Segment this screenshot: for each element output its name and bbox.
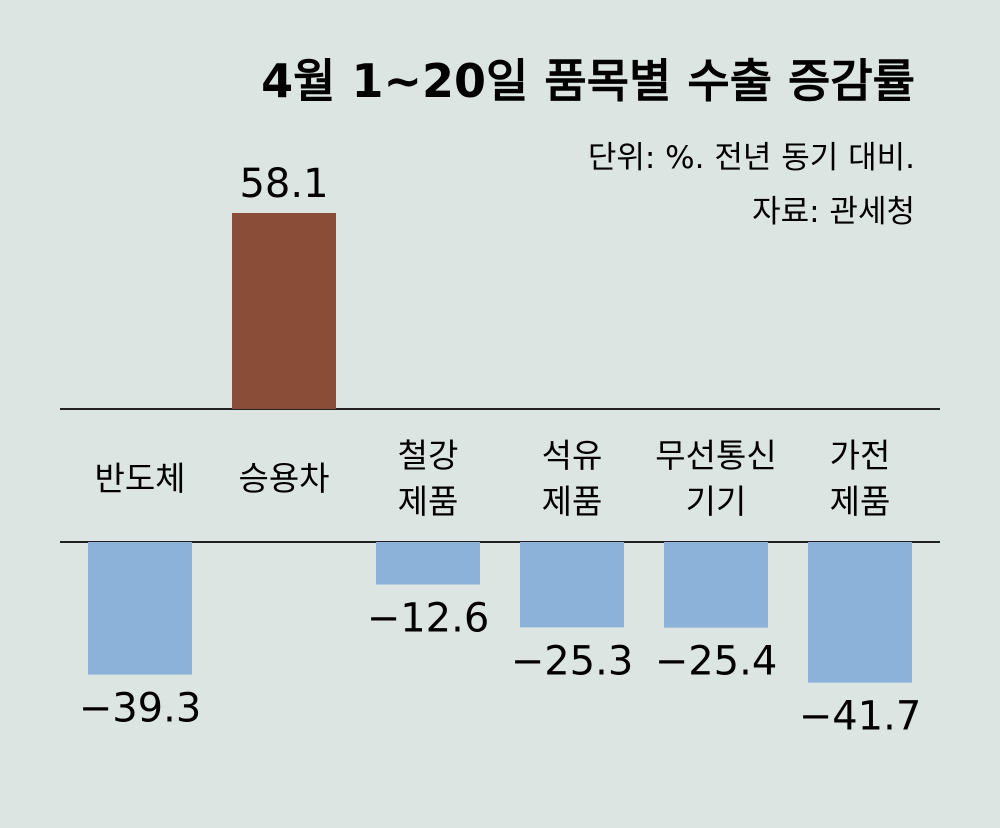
bar-2 bbox=[376, 542, 480, 585]
value-label-0: −39.3 bbox=[79, 686, 202, 732]
category-label-3-line-1: 제품 bbox=[542, 482, 603, 521]
bar-3 bbox=[520, 542, 624, 628]
bar-4 bbox=[664, 542, 768, 628]
category-label-2-line-1: 제품 bbox=[398, 482, 459, 521]
category-label-4-line-1: 기기 bbox=[686, 482, 747, 521]
category-label-2-line-0: 철강 bbox=[398, 436, 459, 475]
bar-0 bbox=[88, 542, 192, 675]
category-label-3-line-0: 석유 bbox=[542, 436, 603, 475]
category-label-5-line-0: 가전 bbox=[830, 436, 891, 475]
category-label-4-line-0: 무선통신 bbox=[655, 436, 776, 475]
value-label-1: 58.1 bbox=[239, 161, 328, 207]
category-label-5-line-1: 제품 bbox=[830, 482, 891, 521]
chart-title: 4월 1~20일 품목별 수출 증감률 bbox=[261, 54, 915, 108]
value-labels: −39.3 58.1 −12.6 −25.3 −25.4 −41.7 bbox=[79, 161, 922, 740]
value-label-3: −25.3 bbox=[511, 638, 634, 684]
bars-group bbox=[88, 213, 912, 683]
value-label-2: −12.6 bbox=[367, 596, 490, 642]
value-label-5: −41.7 bbox=[799, 694, 922, 740]
category-label-0-line-0: 반도체 bbox=[94, 459, 185, 498]
value-label-4: −25.4 bbox=[655, 639, 778, 685]
unit-note: 단위: %. 전년 동기 대비. bbox=[588, 140, 915, 176]
bar-5 bbox=[808, 542, 912, 683]
bar-1 bbox=[232, 213, 336, 409]
category-label-1-line-0: 승용차 bbox=[238, 459, 329, 498]
source-note: 자료: 관세청 bbox=[752, 194, 915, 230]
